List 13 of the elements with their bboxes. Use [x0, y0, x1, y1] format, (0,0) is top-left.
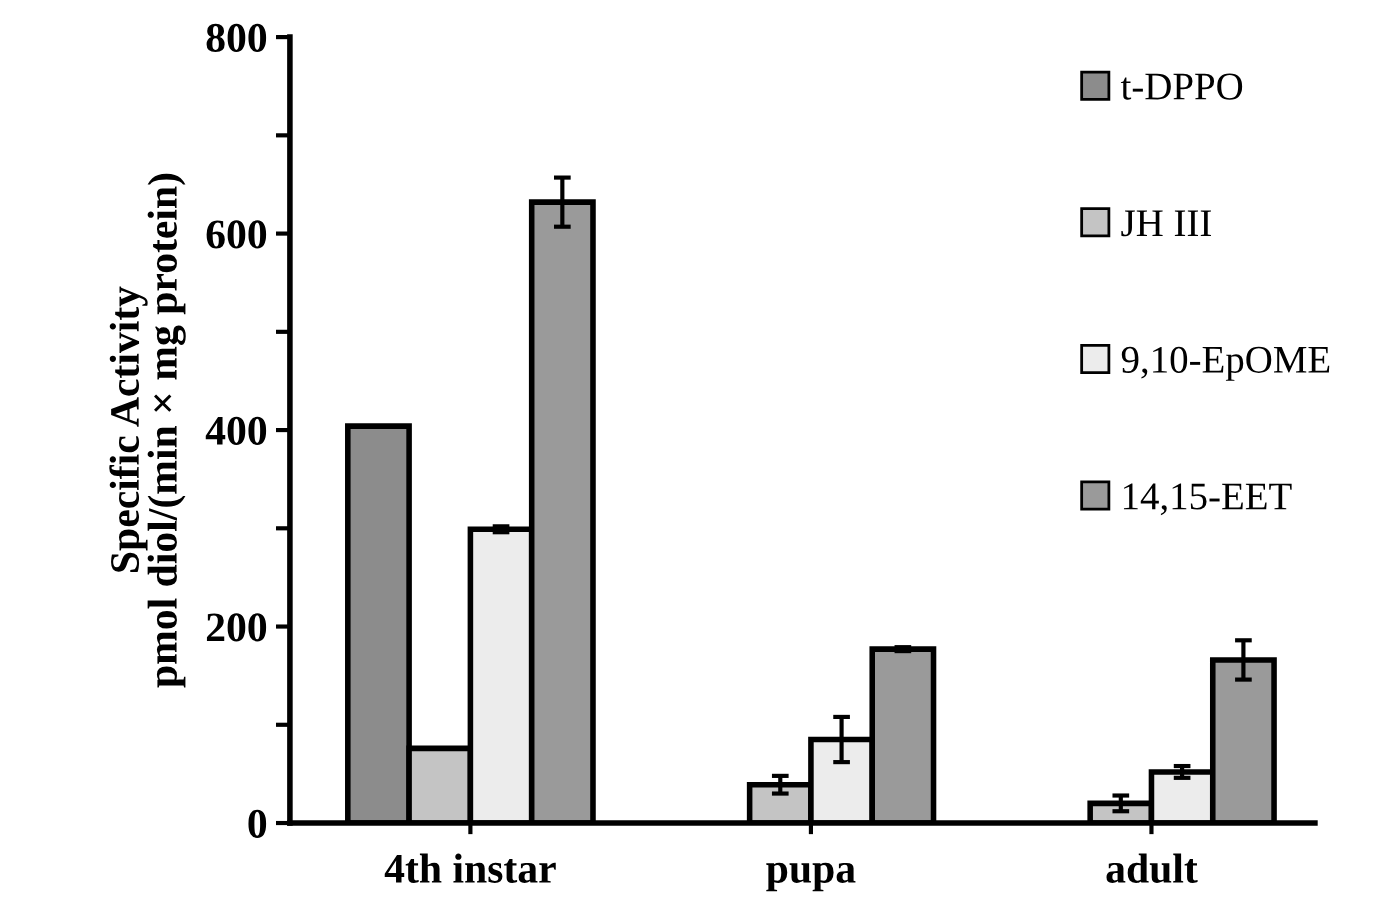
legend-label: 14,15-EET — [1123, 483, 1292, 516]
y-tick-label: 800 — [206, 23, 267, 52]
legend-label: t-DPPO — [1120, 73, 1243, 100]
y-tick-label: 0 — [248, 809, 267, 838]
y-tick-label: 200 — [206, 613, 267, 642]
y-axis-title: Specific Activity pmol diol/(min × mg protein) — [109, 173, 186, 688]
legend-label: JH III — [1121, 210, 1211, 237]
x-tick-label: 4th instar — [384, 853, 556, 883]
legend-label: 9,10-EpOME — [1121, 346, 1330, 381]
y-tick-label: 600 — [206, 220, 267, 249]
x-tick-label: pupa — [766, 862, 856, 892]
x-tick-label: adult — [1106, 853, 1198, 883]
y-tick-label: 400 — [205, 416, 267, 445]
